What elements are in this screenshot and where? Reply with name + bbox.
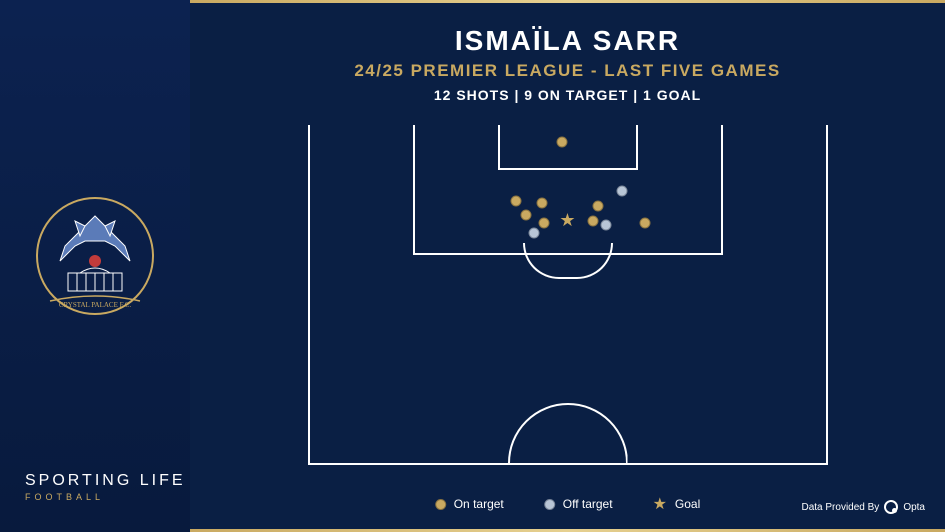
shot-on-target (521, 209, 532, 220)
stats-line: 12 SHOTS | 9 ON TARGET | 1 GOAL (190, 87, 945, 103)
opta-logo-icon (884, 500, 898, 514)
provider-name: Opta (903, 502, 925, 513)
shot-on-target (588, 216, 599, 227)
sidebar: CRYSTAL PALACE F.C. SPORTING LIFE FOOTBA… (0, 0, 190, 532)
legend-goal: ★ Goal (653, 494, 701, 514)
shot-on-target (557, 136, 568, 147)
goal-star-icon: ★ (653, 494, 667, 514)
six-yard-box (498, 125, 638, 170)
penalty-arc (523, 243, 613, 279)
shot-on-target (539, 218, 550, 229)
main-content: ISMAÏLA SARR 24/25 PREMIER LEAGUE - LAST… (190, 0, 945, 532)
legend-on-target: On target (435, 497, 504, 511)
shot-on-target (639, 218, 650, 229)
shot-on-target (536, 197, 547, 208)
brand-title: SPORTING LIFE (25, 472, 186, 490)
title-block: ISMAÏLA SARR 24/25 PREMIER LEAGUE - LAST… (190, 0, 945, 103)
svg-text:CRYSTAL PALACE F.C.: CRYSTAL PALACE F.C. (59, 301, 132, 309)
shot-on-target (510, 196, 521, 207)
shot-off-target (528, 228, 539, 239)
crystal-palace-crest-icon: CRYSTAL PALACE F.C. (30, 191, 160, 321)
pitch-container: ★ (308, 125, 828, 465)
legend-goal-label: Goal (675, 497, 700, 511)
off-target-dot-icon (544, 499, 555, 510)
data-provider: Data Provided By Opta (801, 500, 925, 514)
legend: On target Off target ★ Goal (435, 494, 701, 514)
player-name: ISMAÏLA SARR (190, 25, 945, 57)
shot-on-target (593, 201, 604, 212)
data-provider-label: Data Provided By (801, 502, 879, 513)
brand: SPORTING LIFE FOOTBALL (25, 472, 186, 502)
legend-off-target-label: Off target (563, 497, 613, 511)
brand-subtitle: FOOTBALL (25, 492, 186, 502)
shot-goal: ★ (559, 211, 575, 229)
shot-off-target (601, 219, 612, 230)
shot-off-target (616, 185, 627, 196)
legend-on-target-label: On target (454, 497, 504, 511)
subtitle: 24/25 PREMIER LEAGUE - LAST FIVE GAMES (190, 61, 945, 81)
club-badge: CRYSTAL PALACE F.C. (30, 191, 160, 321)
legend-off-target: Off target (544, 497, 613, 511)
on-target-dot-icon (435, 499, 446, 510)
pitch: ★ (308, 125, 828, 465)
